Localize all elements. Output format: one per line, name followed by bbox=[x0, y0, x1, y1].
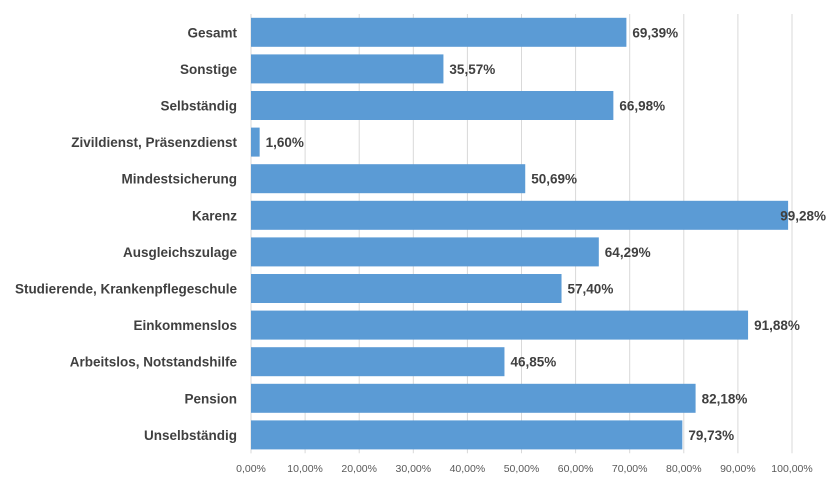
bar bbox=[251, 200, 789, 230]
category-label: Einkommenslos bbox=[133, 318, 237, 333]
category-label: Studierende, Krankenpflegeschule bbox=[15, 282, 238, 297]
category-label: Sonstige bbox=[180, 62, 237, 77]
data-label: 69,39% bbox=[632, 25, 678, 40]
x-tick-label: 50,00% bbox=[504, 463, 540, 475]
x-tick-label: 0,00% bbox=[236, 463, 266, 475]
category-label: Unselbständig bbox=[144, 428, 237, 443]
bar bbox=[251, 237, 599, 267]
data-label: 99,28% bbox=[780, 208, 826, 223]
data-label: 66,98% bbox=[619, 99, 665, 114]
bar bbox=[251, 347, 505, 377]
bar bbox=[251, 127, 260, 157]
data-label: 35,57% bbox=[449, 62, 495, 77]
data-label: 82,18% bbox=[702, 391, 748, 406]
category-label: Zivildienst, Präsenzdienst bbox=[71, 135, 237, 150]
bar bbox=[251, 91, 614, 120]
category-label: Mindestsicherung bbox=[121, 172, 237, 187]
category-label: Selbständig bbox=[160, 99, 237, 114]
bar bbox=[251, 420, 683, 450]
x-tick-label: 70,00% bbox=[612, 463, 648, 475]
category-label: Gesamt bbox=[187, 25, 237, 40]
x-tick-label: 60,00% bbox=[558, 463, 594, 475]
data-label: 91,88% bbox=[754, 318, 800, 333]
x-tick-label: 40,00% bbox=[450, 463, 486, 475]
data-label: 1,60% bbox=[266, 135, 304, 150]
category-labels: Gesamt Sonstige Selbständig Zivildienst, Pr… bbox=[15, 25, 238, 443]
bar bbox=[251, 310, 749, 340]
x-tick-label: 80,00% bbox=[666, 463, 702, 475]
category-label: Karenz bbox=[192, 208, 237, 223]
bar bbox=[251, 17, 627, 47]
x-tick-label: 20,00% bbox=[341, 463, 377, 475]
bar bbox=[251, 164, 526, 194]
x-tick-label: 30,00% bbox=[395, 463, 431, 475]
x-tick-label: 90,00% bbox=[720, 463, 756, 475]
bar bbox=[251, 54, 444, 84]
bar bbox=[251, 383, 696, 413]
x-tick-label: 100,00% bbox=[771, 463, 812, 475]
x-axis-ticks: 0,00% 10,00% 20,00% 30,00% 40,00% 50,00% 60,00… bbox=[236, 463, 813, 475]
data-label: 50,69% bbox=[531, 172, 577, 187]
category-label: Arbeitslos, Notstandshilfe bbox=[70, 355, 238, 370]
x-tick-label: 10,00% bbox=[287, 463, 323, 475]
data-label: 57,40% bbox=[568, 282, 614, 297]
data-label: 79,73% bbox=[688, 428, 734, 443]
category-label: Pension bbox=[184, 391, 237, 406]
gridlines bbox=[250, 14, 793, 454]
data-label: 64,29% bbox=[605, 245, 651, 260]
category-label: Ausgleichszulage bbox=[123, 245, 238, 260]
data-label: 46,85% bbox=[510, 355, 556, 370]
bar bbox=[251, 274, 562, 303]
value-labels: 69,39% 35,57% 66,98% 1,60% 50,69% 99,28% 64,29… bbox=[266, 25, 826, 443]
bars bbox=[251, 17, 789, 450]
